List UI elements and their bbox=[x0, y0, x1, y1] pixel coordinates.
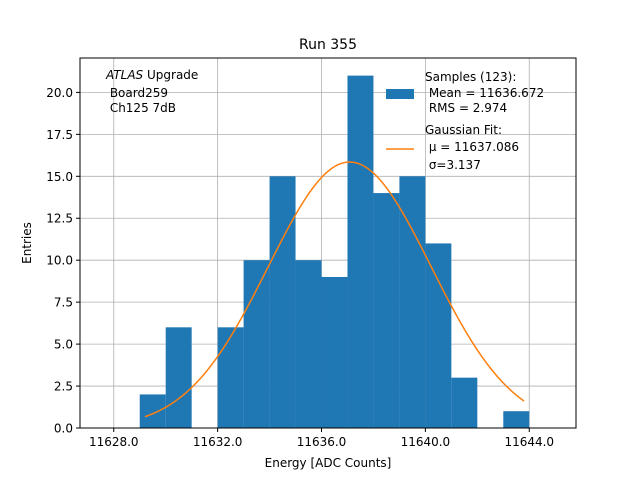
y-tick-label: 12.5 bbox=[46, 212, 73, 226]
y-tick-label: 20.0 bbox=[46, 86, 73, 100]
plot-frame bbox=[79, 57, 577, 429]
histogram-bar bbox=[347, 75, 374, 428]
legend-fit-line: σ=3.137 bbox=[425, 158, 481, 172]
gaussian-fit-curve bbox=[144, 161, 525, 418]
x-axis-ticks: 11628.0 11632.0 11636.0 11640.0 11644.0 bbox=[89, 428, 554, 449]
annotation-title: ATLAS Upgrade bbox=[105, 68, 198, 82]
histogram-bar bbox=[373, 193, 400, 428]
x-tick-label: 11628.0 bbox=[89, 435, 139, 449]
y-axis-ticks: 0.0 2.5 5.0 7.5 10.0 12.5 15.0 17.5 20.0 bbox=[46, 86, 80, 436]
legend-fit-line: Gaussian Fit: bbox=[425, 123, 502, 137]
x-axis-label: Energy [ADC Counts] bbox=[265, 456, 392, 470]
histogram-bar bbox=[139, 394, 166, 428]
histogram-bar bbox=[295, 260, 322, 428]
legend-fit-line: μ = 11637.086 bbox=[425, 140, 519, 154]
histogram-bar bbox=[399, 176, 426, 428]
y-tick-label: 15.0 bbox=[46, 170, 73, 184]
legend: Samples (123): Mean = 11636.672 RMS = 2.… bbox=[386, 70, 544, 172]
histogram-bar bbox=[425, 243, 452, 428]
y-tick-label: 17.5 bbox=[46, 128, 73, 142]
histogram-bar bbox=[243, 260, 270, 428]
y-tick-label: 0.0 bbox=[54, 422, 73, 436]
annotation-line: Ch125 7dB bbox=[106, 101, 176, 115]
histogram-bar bbox=[503, 411, 530, 428]
y-tick-label: 2.5 bbox=[54, 380, 73, 394]
histogram-bar bbox=[217, 327, 244, 428]
histogram-bar bbox=[269, 176, 296, 428]
y-tick-label: 7.5 bbox=[54, 296, 73, 310]
annotation-line: Board259 bbox=[106, 86, 168, 100]
y-axis-label: Entries bbox=[20, 222, 34, 264]
x-tick-label: 11636.0 bbox=[297, 435, 347, 449]
gaussian-fit bbox=[144, 161, 525, 418]
y-tick-label: 10.0 bbox=[46, 254, 73, 268]
x-tick-label: 11640.0 bbox=[401, 435, 451, 449]
y-tick-label: 5.0 bbox=[54, 338, 73, 352]
histogram-bar bbox=[321, 276, 348, 428]
legend-samples-swatch bbox=[386, 89, 414, 99]
legend-samples-line: RMS = 2.974 bbox=[425, 101, 507, 115]
legend-samples-line: Samples (123): bbox=[425, 70, 516, 84]
annotation-box: ATLAS Upgrade Board259 Ch125 7dB bbox=[105, 68, 198, 115]
histogram-bars bbox=[139, 75, 530, 428]
legend-samples-line: Mean = 11636.672 bbox=[425, 86, 544, 100]
x-tick-label: 11644.0 bbox=[504, 435, 554, 449]
histogram-bar bbox=[451, 377, 478, 428]
grid bbox=[80, 58, 576, 429]
annotation-italic: ATLAS bbox=[105, 68, 144, 82]
x-tick-label: 11632.0 bbox=[193, 435, 243, 449]
chart-title: Run 355 bbox=[299, 37, 357, 53]
histogram-bar bbox=[165, 327, 192, 428]
annotation-rest: Upgrade bbox=[143, 68, 198, 82]
